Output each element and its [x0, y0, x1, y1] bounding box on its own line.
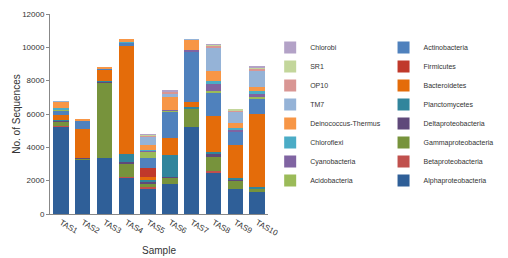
svg-text:OP10: OP10: [310, 82, 328, 89]
svg-text:0: 0: [40, 210, 45, 219]
svg-text:Cyanobacteria: Cyanobacteria: [310, 158, 355, 166]
svg-text:SR1: SR1: [310, 63, 324, 70]
svg-text:Bacteroidetes: Bacteroidetes: [424, 82, 467, 89]
svg-text:TAS7: TAS7: [189, 218, 211, 236]
svg-text:Firmicutes: Firmicutes: [424, 63, 457, 70]
svg-text:Sample: Sample: [142, 245, 176, 256]
svg-text:Chlorobi: Chlorobi: [310, 44, 337, 51]
svg-text:Chloroflexi: Chloroflexi: [310, 139, 344, 146]
svg-text:2000: 2000: [27, 176, 45, 185]
svg-text:TAS4: TAS4: [123, 218, 145, 236]
svg-text:TAS5: TAS5: [145, 218, 167, 236]
svg-text:TM7: TM7: [310, 101, 324, 108]
svg-text:Planctomycetes: Planctomycetes: [424, 101, 474, 109]
svg-text:TAS3: TAS3: [102, 218, 124, 236]
svg-text:Deltaproteobacteria: Deltaproteobacteria: [424, 120, 485, 128]
svg-text:TAS2: TAS2: [80, 218, 102, 236]
svg-text:4000: 4000: [27, 143, 45, 152]
svg-text:TAS6: TAS6: [167, 218, 189, 236]
svg-text:10000: 10000: [22, 43, 45, 52]
svg-text:Deinococcus-Thermus: Deinococcus-Thermus: [310, 120, 381, 127]
svg-text:TAS9: TAS9: [232, 218, 254, 236]
svg-text:TAS8: TAS8: [211, 218, 233, 236]
svg-text:Betaproteobacteria: Betaproteobacteria: [424, 158, 483, 166]
svg-text:6000: 6000: [27, 110, 45, 119]
svg-text:Actinobacteria: Actinobacteria: [424, 44, 468, 51]
svg-text:Gammaproteobacteria: Gammaproteobacteria: [424, 139, 494, 147]
svg-text:TAS1: TAS1: [58, 218, 80, 236]
svg-text:8000: 8000: [27, 76, 45, 85]
svg-text:TAS10: TAS10: [254, 218, 280, 238]
svg-text:No. of Sequences: No. of Sequences: [11, 74, 22, 154]
svg-text:12000: 12000: [22, 10, 45, 19]
svg-text:Alphaproteobacteria: Alphaproteobacteria: [424, 177, 487, 185]
svg-text:Acidobacteria: Acidobacteria: [310, 177, 353, 184]
